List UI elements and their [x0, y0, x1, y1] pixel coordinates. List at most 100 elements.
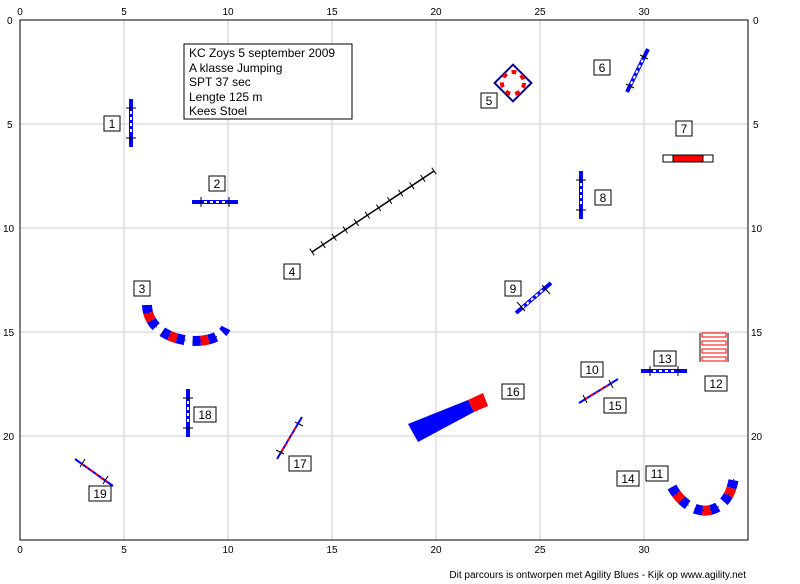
label-3: 3 — [133, 280, 151, 297]
label-6: 6 — [593, 59, 611, 76]
x-tick: 25 — [534, 7, 546, 18]
y-tick: 0 — [7, 16, 13, 27]
label-1: 1 — [103, 115, 121, 132]
label-12: 12 — [704, 375, 728, 392]
label-4-text: 4 — [289, 265, 296, 279]
weave-pole — [398, 189, 404, 197]
label-7: 7 — [675, 120, 693, 137]
weave-pole — [409, 182, 415, 190]
label-18-text: 18 — [198, 408, 212, 422]
label-8-text: 8 — [600, 191, 607, 205]
x-tick: 0 — [17, 7, 23, 18]
course-info-box: KC Zoys 5 september 2009 A klasse Jumpin… — [183, 43, 353, 120]
label-1-text: 1 — [109, 117, 116, 131]
label-11: 11 — [645, 465, 669, 482]
x-tick: 5 — [121, 545, 127, 556]
jump-obstacle-13 — [641, 366, 687, 376]
tire-obstacle-5 — [493, 63, 533, 103]
tunnel-obstacle-11 — [667, 476, 739, 516]
label-16: 16 — [501, 383, 525, 400]
weave-pole — [331, 233, 337, 241]
chute-obstacle-16 — [408, 393, 488, 442]
weave-pole — [364, 211, 371, 219]
left-axis: 0 5 10 15 20 — [3, 16, 15, 443]
x-tick: 0 — [17, 545, 23, 556]
label-3-text: 3 — [139, 282, 146, 296]
weave-poles-obstacle-4 — [311, 170, 435, 253]
course-grid — [20, 20, 748, 540]
info-event: KC Zoys 5 september 2009 — [189, 46, 335, 60]
course-border — [19, 19, 749, 541]
info-judge: Kees Stoel — [189, 104, 247, 118]
weave-pole — [320, 241, 326, 249]
y-tick: 15 — [751, 328, 763, 339]
label-9-text: 9 — [510, 282, 517, 296]
label-19-text: 19 — [93, 487, 107, 501]
y-tick: 15 — [3, 328, 15, 339]
x-tick: 30 — [638, 545, 650, 556]
x-tick: 5 — [121, 7, 127, 18]
label-8: 8 — [594, 189, 612, 206]
label-10: 10 — [580, 361, 604, 378]
x-tick: 10 — [222, 7, 234, 18]
label-17: 17 — [288, 455, 312, 472]
info-length: Lengte 125 m — [189, 90, 262, 104]
label-15-text: 15 — [608, 399, 622, 413]
label-17-text: 17 — [293, 457, 307, 471]
footer-credit: Dit parcours is ontworpen met Agility Bl… — [449, 570, 746, 581]
label-9: 9 — [504, 280, 522, 297]
jump-obstacle-17 — [275, 416, 304, 460]
label-16-text: 16 — [506, 385, 520, 399]
label-2-text: 2 — [214, 177, 221, 191]
info-class: A klasse Jumping — [189, 61, 282, 75]
tunnel-obstacle-3 — [142, 304, 231, 346]
label-13: 13 — [653, 350, 677, 367]
label-4: 4 — [283, 263, 301, 280]
jump-obstacle-10 — [578, 378, 619, 404]
jump-obstacle-9 — [514, 281, 553, 315]
y-tick: 10 — [751, 224, 763, 235]
jump-obstacle-18 — [183, 389, 193, 437]
weave-pole — [353, 218, 359, 227]
y-tick: 20 — [751, 432, 763, 443]
jump-obstacle-8 — [576, 171, 586, 219]
label-2: 2 — [208, 175, 226, 192]
label-5: 5 — [480, 92, 498, 109]
label-11-text: 11 — [651, 467, 664, 481]
info-spt: SPT 37 sec — [189, 75, 251, 89]
x-tick: 20 — [430, 7, 442, 18]
weave-pole — [431, 167, 437, 175]
label-7-text: 7 — [681, 122, 688, 136]
x-tick: 20 — [430, 545, 442, 556]
label-14: 14 — [616, 470, 640, 487]
y-tick: 10 — [3, 224, 15, 235]
y-tick: 20 — [3, 432, 15, 443]
label-18: 18 — [193, 406, 217, 423]
label-5-text: 5 — [486, 94, 493, 108]
label-13-text: 13 — [658, 352, 672, 366]
right-axis: 0 5 10 15 20 — [751, 16, 763, 443]
jump-obstacle-6 — [625, 48, 650, 93]
label-14-text: 14 — [621, 472, 635, 486]
x-tick: 15 — [326, 545, 338, 556]
weave-pole — [309, 248, 315, 256]
top-axis: 0 5 10 15 20 25 30 — [17, 7, 650, 18]
label-10-text: 10 — [585, 363, 599, 377]
label-12-text: 12 — [709, 377, 723, 391]
jump-obstacle-1 — [126, 99, 136, 147]
weave-poles-ticks — [309, 167, 437, 256]
wall-obstacle-7 — [662, 154, 714, 163]
jump-obstacle-19 — [74, 458, 114, 487]
label-15: 15 — [603, 397, 627, 414]
weave-pole — [387, 196, 393, 205]
weave-pole — [342, 226, 348, 234]
x-tick: 15 — [326, 7, 338, 18]
y-tick: 5 — [7, 120, 13, 131]
label-6-text: 6 — [599, 61, 606, 75]
y-tick: 5 — [753, 120, 759, 131]
x-tick: 10 — [222, 545, 234, 556]
weave-pole — [375, 204, 382, 212]
x-tick: 30 — [638, 7, 650, 18]
bottom-axis: 0 5 10 15 20 25 30 — [17, 545, 650, 556]
